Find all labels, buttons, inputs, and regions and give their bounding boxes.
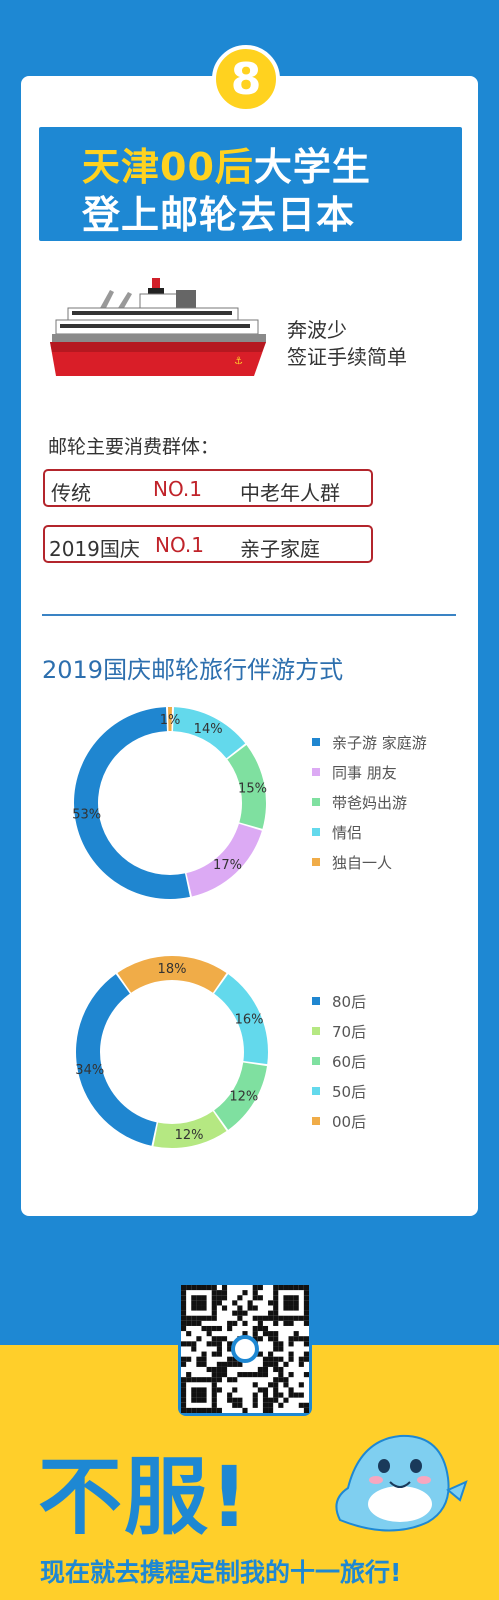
legend-swatch [312, 768, 320, 776]
age-donut-chart: 34% 12% 12% 16% 18% [75, 956, 268, 1148]
donut-data-label: 34% [75, 1063, 104, 1078]
legend-label: 00后 [332, 1113, 367, 1131]
rank-group: 中老年人群 [240, 481, 340, 505]
donut-slice [117, 956, 227, 993]
donut-data-label: 16% [235, 1013, 264, 1028]
cta-big-text: 不服! [38, 1448, 251, 1546]
donut-slice [153, 1111, 227, 1148]
rank-number: NO.1 [155, 533, 204, 557]
qr-code-pattern [181, 1285, 309, 1413]
legend-label: 亲子游 家庭游 [332, 734, 427, 752]
rank-row-traditional: 传统 NO.1 中老年人群 [43, 469, 373, 507]
donut-slice [76, 974, 157, 1146]
donut-data-label: 17% [213, 858, 242, 873]
legend-swatch [312, 1117, 320, 1125]
legend-label: 带爸妈出游 [332, 794, 408, 812]
rank-category: 2019国庆 [49, 537, 140, 561]
legend-swatch [312, 858, 320, 866]
legend-label: 60后 [332, 1053, 367, 1071]
legend-swatch [312, 1087, 320, 1095]
legend-swatch [312, 828, 320, 836]
legend-label: 独自一人 [332, 854, 393, 872]
legend-swatch [312, 1027, 320, 1035]
donut-slice [214, 1062, 267, 1130]
donut-data-label: 53% [72, 808, 101, 823]
cta-sub-text[interactable]: 现在就去携程定制我的十一旅行! [40, 1558, 402, 1587]
chart-section-title: 2019国庆邮轮旅行伴游方式 [42, 656, 344, 684]
donut-data-label: 12% [229, 1090, 258, 1105]
donut-data-label: 18% [158, 962, 187, 977]
legend-swatch [312, 738, 320, 746]
legend-label: 70后 [332, 1023, 367, 1041]
donut-data-label: 12% [175, 1128, 204, 1143]
legend-swatch [312, 798, 320, 806]
headline-line-2: 登上邮轮去日本 [82, 193, 356, 237]
donut-slice [214, 974, 268, 1065]
cruise-ship-illustration: ⚓ [50, 278, 266, 376]
dolphin-mascot-icon [335, 1434, 468, 1532]
headline-line-1: 天津00后大学生 [82, 136, 371, 191]
ship-text-line-1: 奔波少 [287, 318, 347, 342]
consumer-section-label: 邮轮主要消费群体： [48, 436, 220, 458]
rank-row-2019: 2019国庆 NO.1 亲子家庭 [43, 525, 373, 563]
donut-slice [186, 823, 262, 897]
companion-donut-chart: 53% 17% 15% 14% 1% [72, 707, 267, 899]
legend-label: 情侣 [332, 824, 363, 842]
section-divider [42, 614, 456, 616]
headline-banner [39, 127, 462, 241]
legend-label: 80后 [332, 993, 367, 1011]
svg-text:⚓: ⚓ [234, 356, 243, 367]
headline-rest: 大学生 [253, 145, 371, 189]
legend-label: 50后 [332, 1083, 367, 1101]
donut-slice [167, 707, 173, 732]
donut-data-label: 15% [238, 781, 267, 796]
legend-swatch [312, 997, 320, 1005]
section-number-badge: 8 [212, 45, 280, 113]
donut-data-label: 14% [194, 722, 223, 737]
rank-number: NO.1 [153, 477, 202, 501]
ship-text-line-2: 签证手续简单 [287, 345, 407, 369]
legend-label: 同事 朋友 [332, 764, 397, 782]
rank-group: 亲子家庭 [240, 537, 320, 561]
rank-category: 传统 [51, 481, 91, 505]
donut-slice [74, 707, 190, 899]
donut-data-label: 1% [160, 713, 181, 728]
qr-code[interactable] [178, 1282, 312, 1416]
legend-swatch [312, 1057, 320, 1065]
headline-highlight: 天津00后 [82, 145, 254, 189]
donut-slice [173, 707, 246, 759]
donut-slice [227, 744, 266, 829]
